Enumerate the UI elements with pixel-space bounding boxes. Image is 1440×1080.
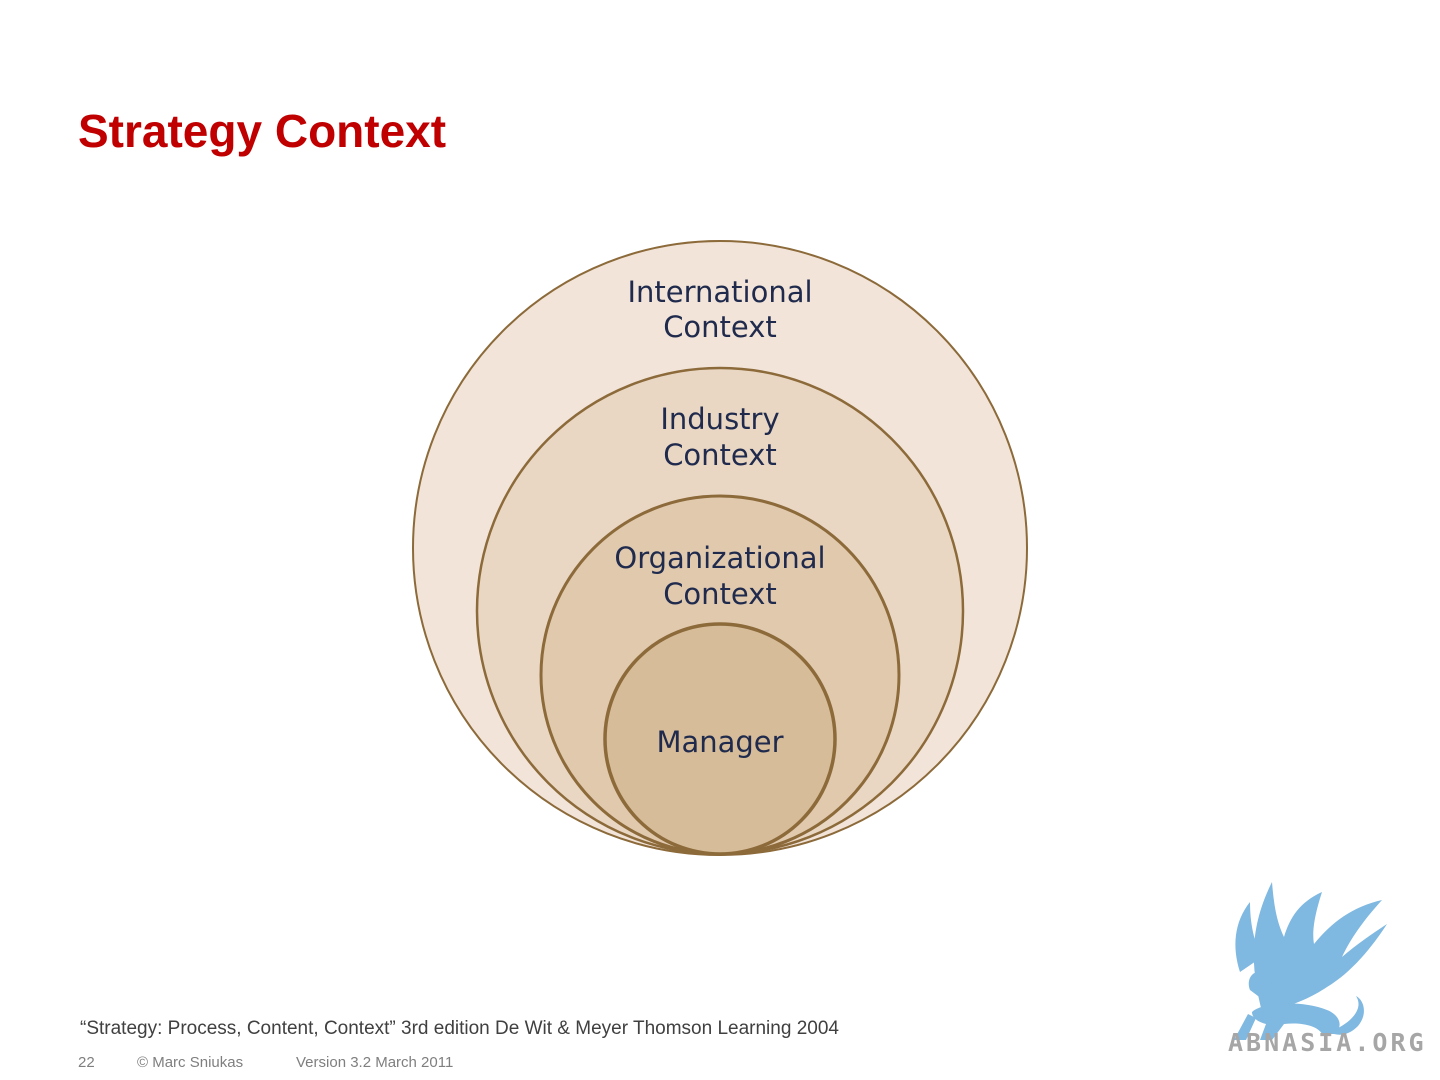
circle-manager [603, 622, 837, 856]
organizational-label-line1: Organizational [614, 541, 825, 575]
griffin-icon [1234, 882, 1387, 1040]
industry-label-line2: Context [663, 438, 777, 472]
international-label-line1: International [627, 275, 812, 309]
copyright-text: © Marc Sniukas [137, 1054, 244, 1071]
organizational-label-line2: Context [663, 577, 777, 611]
slide-title: Strategy Context [78, 105, 447, 157]
international-label-line2: Context [663, 310, 777, 344]
logo-wordmark: ABNASIA.ORG [1228, 1028, 1427, 1057]
manager-label: Manager [656, 725, 783, 759]
source-citation: “Strategy: Process, Content, Context” 3r… [80, 1018, 839, 1039]
version-text: Version 3.2 March 2011 [296, 1054, 454, 1071]
industry-label-line1: Industry [660, 402, 779, 436]
page-number: 22 [78, 1054, 95, 1071]
